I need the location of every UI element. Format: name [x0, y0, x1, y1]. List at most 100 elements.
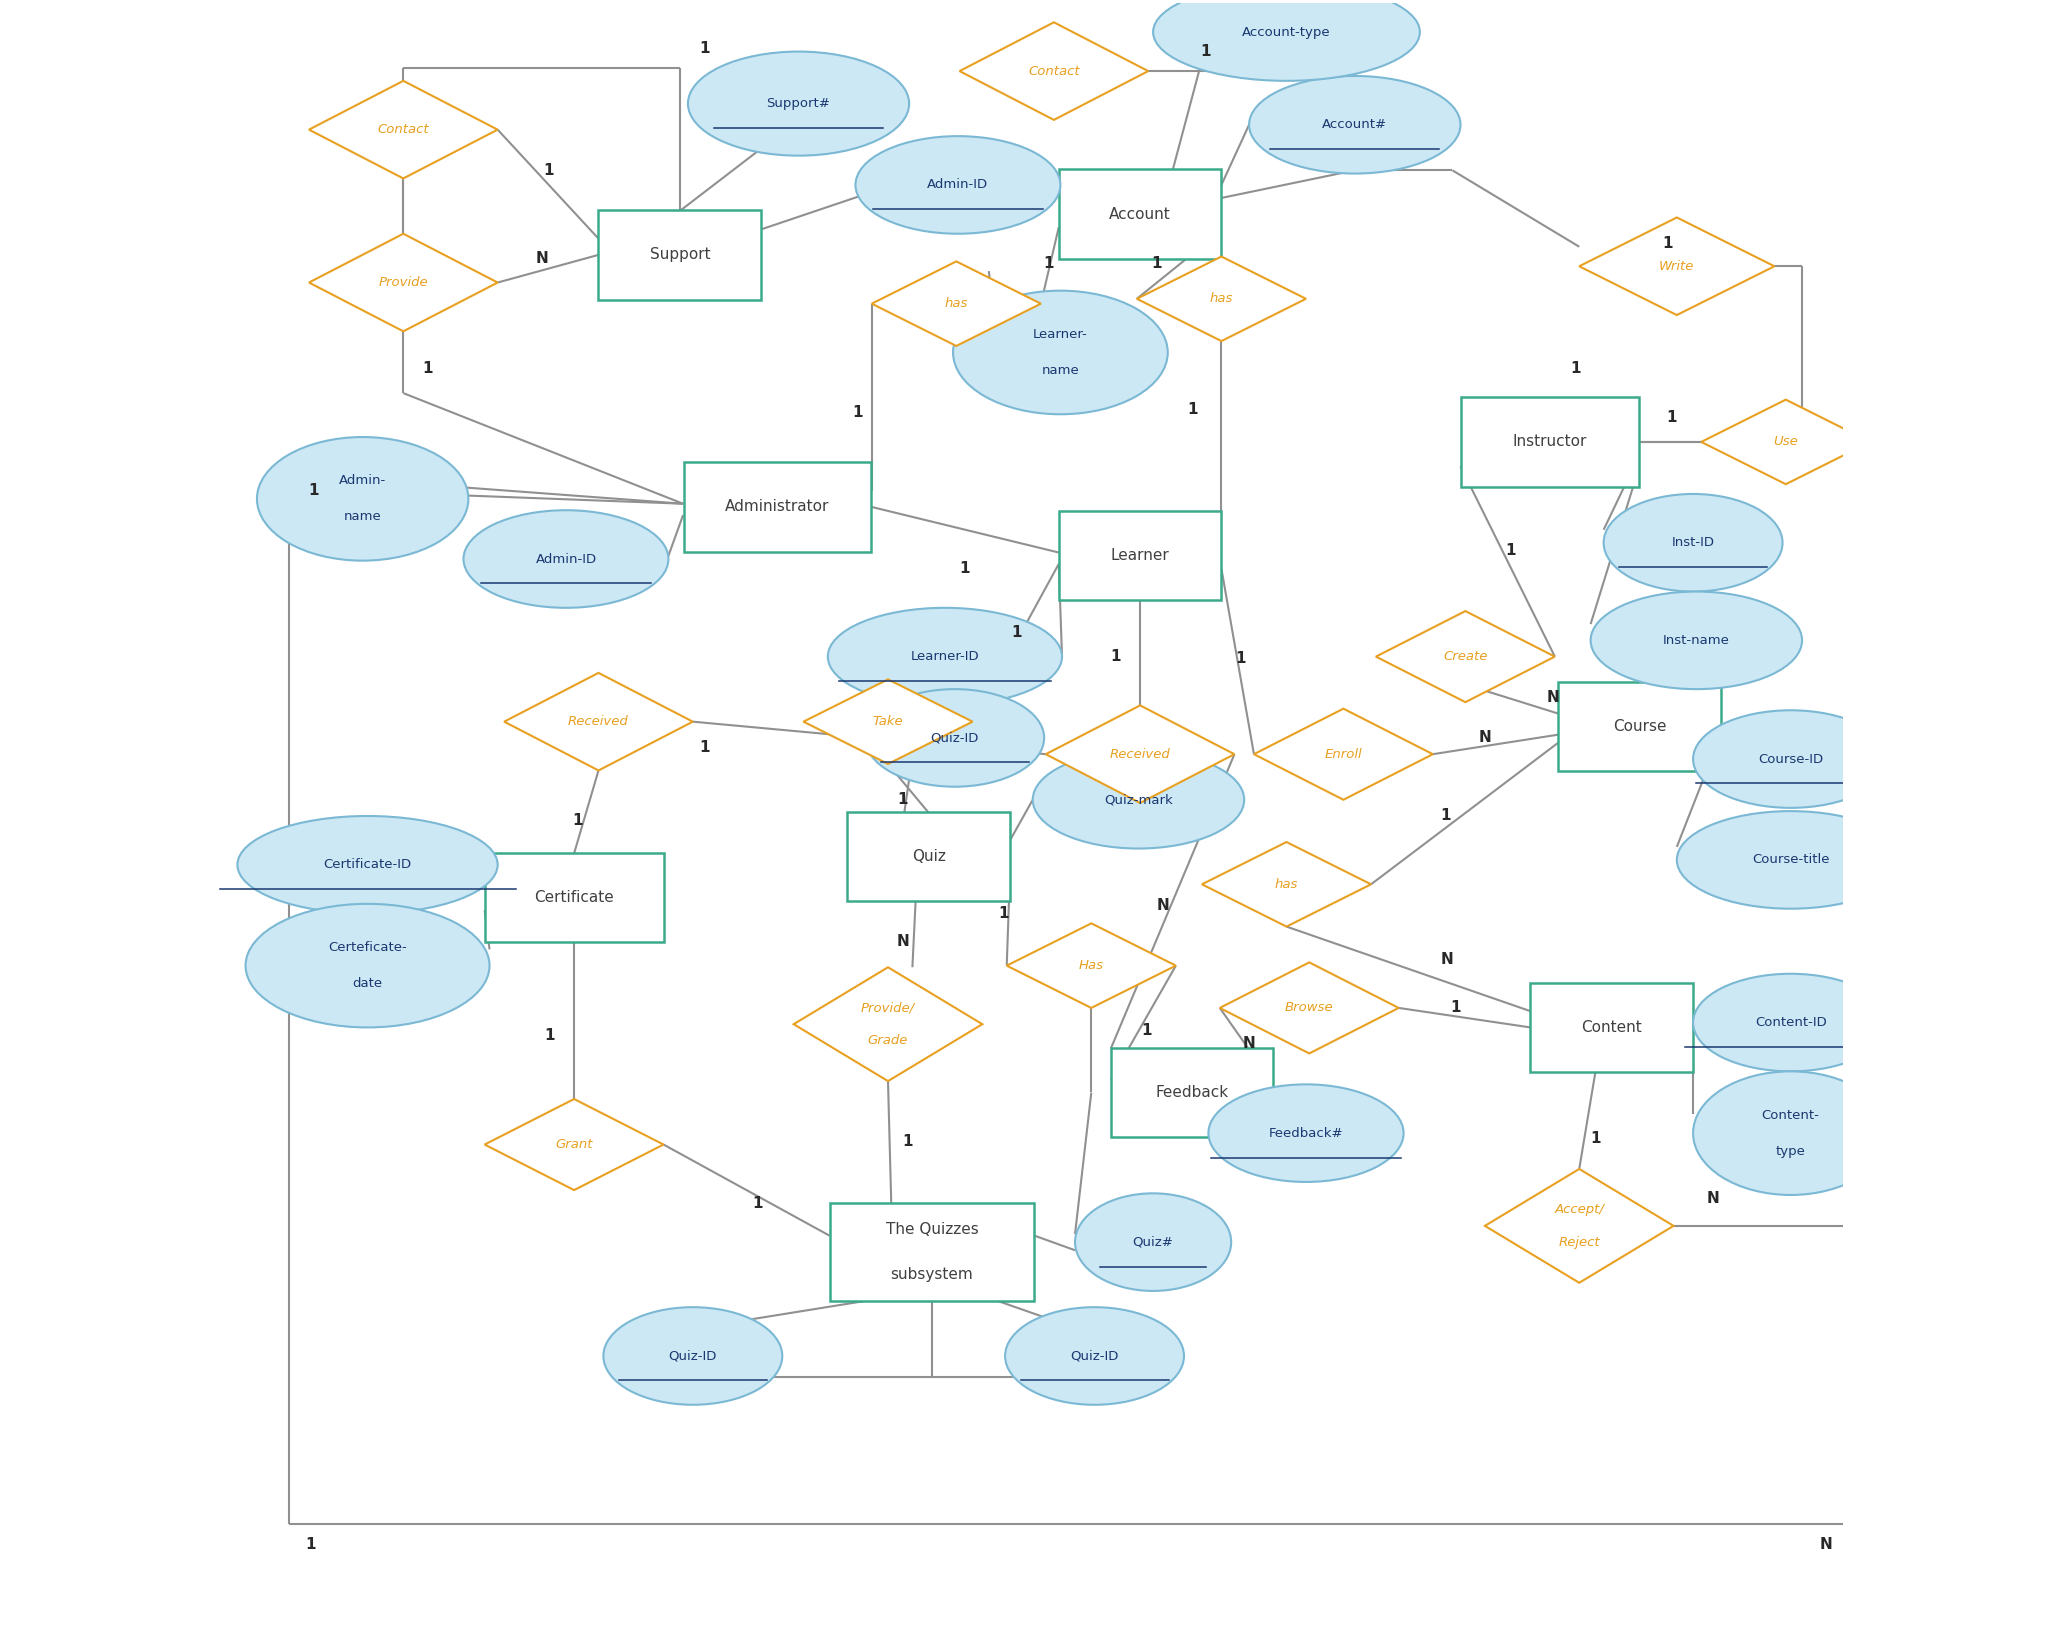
Text: Account-type: Account-type	[1242, 26, 1330, 39]
Ellipse shape	[688, 52, 910, 155]
Text: 1: 1	[1571, 361, 1581, 377]
Text: N: N	[1707, 1191, 1719, 1206]
Text: 1: 1	[852, 405, 863, 419]
Ellipse shape	[1250, 77, 1460, 173]
Text: Quiz-ID: Quiz-ID	[931, 731, 978, 744]
FancyBboxPatch shape	[599, 211, 762, 300]
Text: 1: 1	[1151, 256, 1161, 271]
Ellipse shape	[828, 607, 1062, 705]
Text: has: has	[1211, 292, 1233, 305]
Ellipse shape	[1209, 1084, 1404, 1182]
Text: N: N	[1244, 1036, 1256, 1051]
Text: N: N	[535, 251, 548, 266]
Ellipse shape	[1692, 710, 1888, 808]
Text: 1: 1	[959, 561, 970, 576]
Text: Certificate: Certificate	[533, 889, 614, 904]
Text: Course: Course	[1612, 720, 1666, 734]
Ellipse shape	[1604, 494, 1783, 591]
FancyBboxPatch shape	[1110, 1048, 1272, 1138]
FancyBboxPatch shape	[830, 1203, 1034, 1301]
Text: 1: 1	[902, 1134, 912, 1149]
Polygon shape	[504, 672, 692, 770]
FancyBboxPatch shape	[848, 813, 1011, 901]
Ellipse shape	[1692, 974, 1888, 1071]
Polygon shape	[309, 82, 498, 178]
Text: Content-ID: Content-ID	[1754, 1017, 1826, 1030]
Polygon shape	[309, 233, 498, 331]
Text: N: N	[1157, 898, 1170, 912]
Polygon shape	[1219, 963, 1398, 1054]
Text: date: date	[352, 978, 383, 991]
Text: N: N	[1441, 951, 1454, 966]
Polygon shape	[1375, 610, 1555, 702]
Text: 1: 1	[422, 361, 432, 377]
Text: 1: 1	[898, 792, 908, 808]
Polygon shape	[1254, 708, 1433, 800]
Ellipse shape	[953, 290, 1167, 415]
Text: Enroll: Enroll	[1324, 747, 1363, 761]
Ellipse shape	[854, 135, 1060, 233]
Ellipse shape	[1692, 1071, 1888, 1195]
Text: Write: Write	[1660, 259, 1695, 273]
Polygon shape	[484, 1098, 663, 1190]
Ellipse shape	[237, 816, 498, 914]
Polygon shape	[1579, 217, 1775, 315]
FancyBboxPatch shape	[684, 462, 871, 552]
Text: Received: Received	[1110, 747, 1170, 761]
Text: Quiz#: Quiz#	[1132, 1235, 1174, 1248]
Polygon shape	[1137, 256, 1305, 341]
Text: Reject: Reject	[1559, 1235, 1600, 1248]
Text: Grade: Grade	[867, 1035, 908, 1048]
Text: Provide/: Provide/	[861, 1002, 914, 1015]
Text: Inst-ID: Inst-ID	[1672, 537, 1715, 550]
Text: 1: 1	[1011, 625, 1021, 640]
Text: has: has	[1275, 878, 1297, 891]
Text: Certificate-ID: Certificate-ID	[323, 858, 412, 871]
Text: Take: Take	[873, 715, 904, 728]
Text: 1: 1	[698, 41, 710, 55]
Text: Admin-ID: Admin-ID	[535, 553, 597, 566]
Text: Grant: Grant	[556, 1138, 593, 1151]
Text: Learner-: Learner-	[1034, 328, 1087, 341]
Polygon shape	[871, 261, 1042, 346]
Text: 1: 1	[1235, 651, 1246, 666]
Polygon shape	[1007, 924, 1176, 1009]
Text: Learner: Learner	[1110, 548, 1170, 563]
Text: Quiz: Quiz	[912, 849, 945, 865]
Ellipse shape	[245, 904, 490, 1028]
Text: The Quizzes: The Quizzes	[885, 1222, 978, 1237]
Text: Quiz-ID: Quiz-ID	[1071, 1350, 1118, 1363]
Polygon shape	[803, 679, 972, 764]
Text: Contact: Contact	[377, 122, 428, 135]
Text: 1: 1	[1044, 256, 1054, 271]
Text: Received: Received	[568, 715, 628, 728]
Text: 1: 1	[1110, 650, 1120, 664]
Text: Contact: Contact	[1027, 65, 1079, 78]
Text: Quiz-mark: Quiz-mark	[1104, 793, 1174, 806]
Text: Administrator: Administrator	[725, 499, 830, 514]
Text: N: N	[896, 934, 908, 948]
Text: Support#: Support#	[766, 98, 830, 109]
Text: Feedback: Feedback	[1155, 1085, 1229, 1100]
Text: 1: 1	[1200, 44, 1211, 59]
Text: name: name	[344, 511, 381, 524]
Text: Has: Has	[1079, 960, 1104, 973]
Polygon shape	[1701, 400, 1870, 485]
Text: 1: 1	[544, 1028, 556, 1043]
Text: 1: 1	[1505, 543, 1515, 558]
Text: 1: 1	[572, 813, 583, 829]
Text: N: N	[1820, 1537, 1833, 1552]
Text: 1: 1	[544, 163, 554, 178]
Text: 1: 1	[1666, 410, 1678, 424]
FancyBboxPatch shape	[1530, 982, 1692, 1072]
Text: 1: 1	[305, 1537, 315, 1552]
Text: Provide: Provide	[379, 276, 428, 289]
Text: Account#: Account#	[1322, 118, 1388, 131]
Text: Instructor: Instructor	[1513, 434, 1587, 449]
Ellipse shape	[603, 1307, 782, 1405]
Ellipse shape	[1153, 0, 1421, 82]
Text: 1: 1	[1441, 808, 1452, 824]
Text: Admin-: Admin-	[340, 475, 387, 488]
Text: Accept/: Accept/	[1555, 1203, 1604, 1216]
Text: 1: 1	[698, 741, 710, 756]
